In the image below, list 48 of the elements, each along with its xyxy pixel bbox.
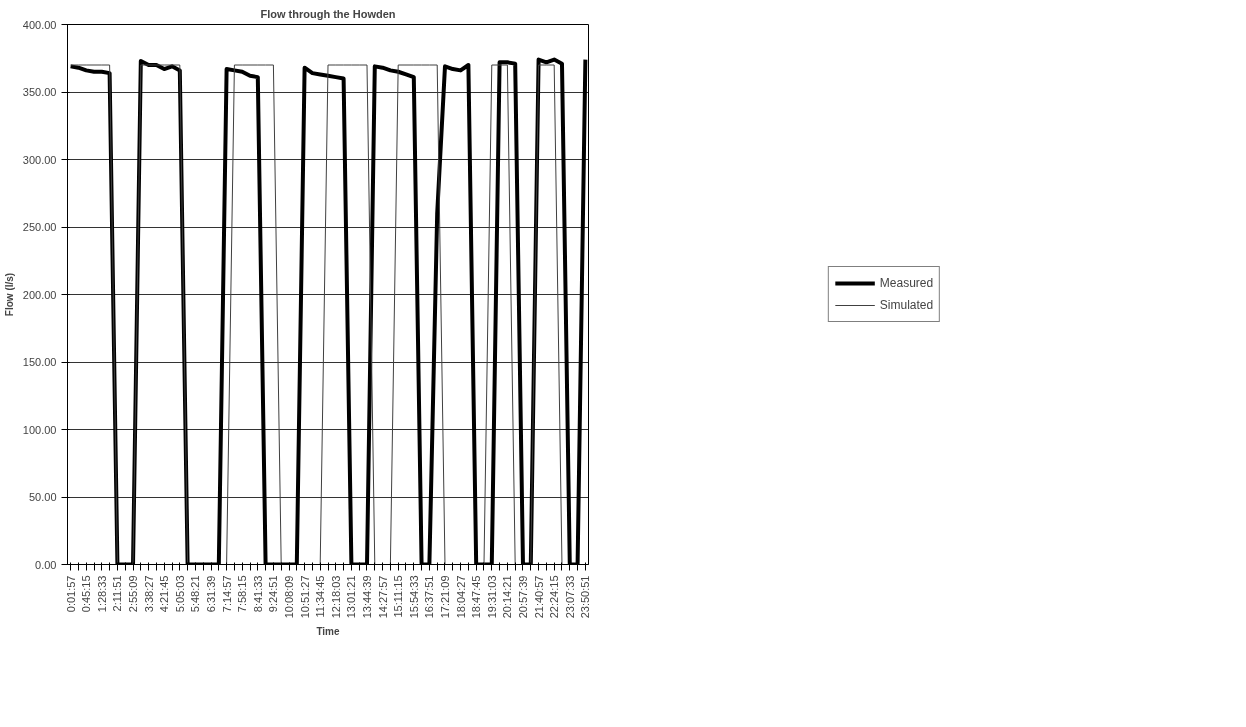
y-tick-label: 100.00 [22, 423, 57, 436]
x-tick-label: 5:48:21 [189, 575, 202, 613]
x-tick-label: 15:11:15 [392, 575, 405, 618]
x-tick-label: 0:45:15 [80, 575, 93, 613]
legend-label: Simulated [879, 298, 934, 312]
x-tick-label: 17:21:09 [438, 575, 451, 619]
x-tick-label: 5:05:03 [173, 575, 186, 613]
x-tick-label: 14:27:57 [376, 575, 389, 619]
x-tick-label: 23:50:51 [579, 575, 592, 619]
x-tick-label: 16:37:51 [423, 575, 436, 619]
x-tick-label: 10:51:27 [298, 575, 311, 619]
legend-label: Measured [879, 276, 934, 290]
x-tick-label: 2:55:09 [127, 575, 140, 613]
x-axis-title: Time [316, 626, 341, 638]
x-tick-label: 6:31:39 [205, 575, 218, 613]
x-tick-label: 12:18:03 [329, 575, 342, 619]
x-tick-label: 2:11:51 [111, 575, 124, 612]
y-tick-label: 400.00 [22, 18, 57, 31]
x-tick-label: 7:58:15 [236, 575, 249, 613]
x-tick-label: 20:14:21 [501, 575, 514, 619]
x-tick-label: 13:01:21 [345, 575, 358, 619]
x-tick-label: 23:07:33 [563, 575, 576, 619]
y-tick-label: 0.00 [35, 558, 57, 571]
x-tick-label: 7:14:57 [220, 575, 233, 613]
x-tick-label: 10:08:09 [283, 575, 295, 619]
y-axis-title: Flow (l/s) [3, 272, 15, 317]
x-tick-label: 1:28:33 [95, 575, 108, 613]
x-tick-label: 0:01:57 [64, 575, 77, 613]
x-tick-label: 9:24:51 [267, 575, 280, 613]
x-tick-label: 13:44:39 [361, 575, 373, 619]
x-tick-label: 18:04:27 [454, 575, 467, 619]
y-tick-label: 200.00 [22, 288, 57, 301]
x-tick-label: 18:47:45 [470, 575, 483, 619]
x-tick-label: 21:40:57 [532, 575, 545, 619]
x-tick-label: 8:41:33 [251, 575, 264, 613]
y-tick-label: 250.00 [22, 221, 57, 233]
y-tick-label: 150.00 [22, 356, 57, 368]
y-tick-label: 350.00 [22, 86, 57, 98]
x-tick-label: 3:38:27 [142, 575, 155, 613]
x-tick-label: 4:21:45 [158, 575, 171, 613]
y-tick-label: 300.00 [22, 153, 57, 166]
x-tick-label: 19:31:03 [485, 575, 498, 619]
x-tick-label: 22:24:15 [548, 575, 561, 619]
x-tick-label: 11:34:45 [314, 575, 327, 618]
x-tick-label: 15:54:33 [407, 575, 420, 619]
chart-title: Flow through the Howden [260, 7, 396, 20]
y-tick-label: 50.00 [28, 491, 57, 503]
x-tick-label: 20:57:39 [516, 575, 529, 619]
